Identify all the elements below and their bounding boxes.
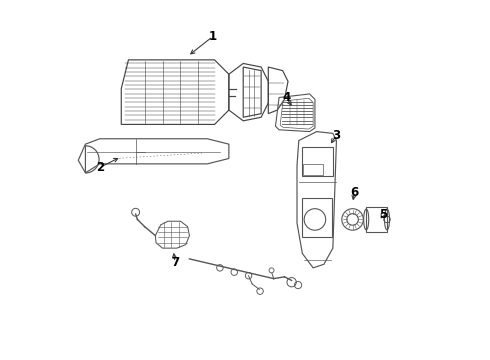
Text: 6: 6 [350,186,359,199]
Text: 2: 2 [96,161,104,174]
Bar [302,198,332,237]
Text: 4: 4 [282,91,291,104]
Text: 7: 7 [171,256,179,269]
Text: 5: 5 [379,208,387,221]
Bar [366,207,387,232]
Bar [303,164,323,175]
Bar [302,147,333,176]
Text: 3: 3 [332,129,341,142]
Text: 1: 1 [209,30,217,43]
